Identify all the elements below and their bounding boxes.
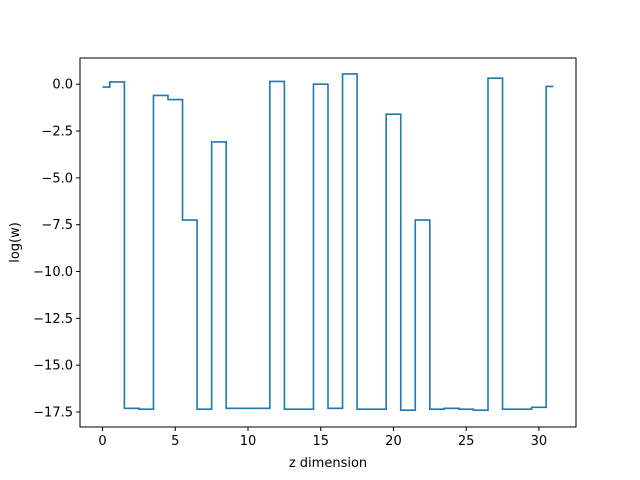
axes-frame xyxy=(79,57,577,428)
series-line xyxy=(102,73,554,411)
y-tick-label: 0.0 xyxy=(52,78,73,93)
y-tick-label: −17.5 xyxy=(33,406,73,421)
y-tick-label: −12.5 xyxy=(33,312,73,327)
x-tick-label: 10 xyxy=(240,434,257,449)
x-tick-label: 25 xyxy=(458,434,475,449)
x-tick-label: 20 xyxy=(385,434,402,449)
y-axis-ticks: 0.0 −2.5 −5.0 −7.5 −10.0 −12.5 −15.0 −17.5 xyxy=(33,78,80,421)
y-tick-label: −7.5 xyxy=(41,218,73,233)
plot-area xyxy=(102,73,554,411)
y-tick-label: −15.0 xyxy=(33,359,73,374)
x-tick-label: 0 xyxy=(98,434,106,449)
x-tick-label: 5 xyxy=(171,434,179,449)
x-tick-label: 15 xyxy=(312,434,329,449)
y-tick-label: −10.0 xyxy=(33,265,73,280)
y-axis-label: log(w) xyxy=(8,222,23,263)
x-axis-ticks: 0 5 10 15 20 25 30 xyxy=(98,427,547,449)
x-tick-label: 30 xyxy=(531,434,548,449)
x-axis-label: z dimension xyxy=(289,456,367,471)
y-tick-label: −2.5 xyxy=(41,125,73,140)
y-tick-label: −5.0 xyxy=(41,171,73,186)
